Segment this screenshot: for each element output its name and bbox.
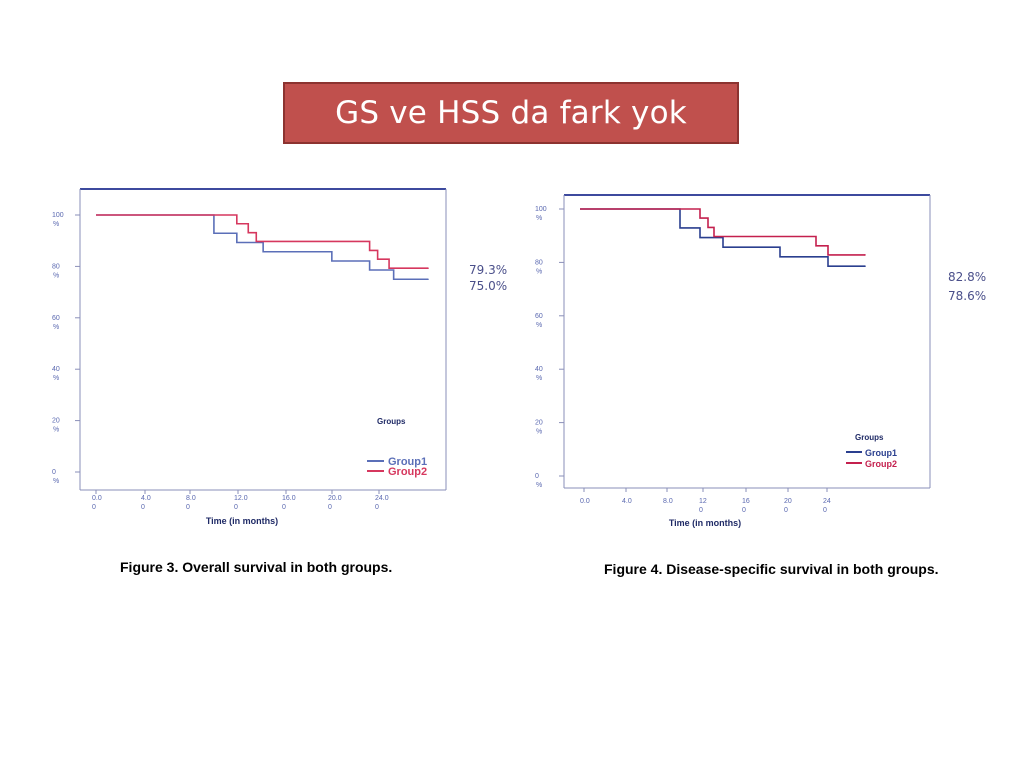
legend-title: Groups <box>377 417 406 426</box>
series-line-group1 <box>580 208 865 267</box>
x-tick-sublabel: 0 <box>742 507 746 514</box>
y-tick-label: 100 <box>535 206 547 213</box>
series-end-point-group1 <box>427 278 429 281</box>
x-tick-label: 8.0 <box>663 498 673 505</box>
y-tick-unit: % <box>53 375 59 382</box>
series-line-group2 <box>580 208 865 256</box>
fig4-annotation-group2: 82.8% <box>948 270 987 284</box>
fig3-annotation-group2: 79.3% <box>469 263 508 277</box>
series-end-point-group1 <box>864 265 866 267</box>
y-tick-label: 40 <box>535 366 543 373</box>
series-line-group1 <box>96 214 428 281</box>
x-tick-label: 0.0 <box>580 498 590 505</box>
x-tick-label: 20.0 <box>328 495 342 502</box>
x-tick-sublabel: 0 <box>375 504 379 511</box>
x-tick-sublabel: 0 <box>823 507 827 514</box>
y-tick-unit: % <box>536 322 542 329</box>
x-axis-label: Time (in months) <box>669 518 741 528</box>
y-tick-label: 0 <box>535 473 539 480</box>
x-tick-label: 8.0 <box>186 495 196 502</box>
legend-label-group1: Group1 <box>865 448 897 458</box>
legend-title: Groups <box>855 433 884 442</box>
x-tick-sublabel: 0 <box>141 504 145 511</box>
y-tick-unit: % <box>53 324 59 331</box>
y-tick-unit: % <box>536 429 542 436</box>
legend-label-group2: Group2 <box>388 466 427 478</box>
y-tick-label: 100 <box>52 212 64 219</box>
slide-title: GS ve HSS da fark yok <box>335 95 687 131</box>
y-tick-unit: % <box>536 215 542 222</box>
x-axis-label: Time (in months) <box>206 516 278 526</box>
fig4-caption: Figure 4. Disease-specific survival in b… <box>604 561 939 577</box>
x-tick-sublabel: 0 <box>784 507 788 514</box>
fig3-caption: Figure 3. Overall survival in both group… <box>120 559 393 575</box>
x-tick-label: 16.0 <box>282 495 296 502</box>
x-tick-label: 4.0 <box>141 495 151 502</box>
x-tick-label: 4.0 <box>622 498 632 505</box>
x-tick-label: 24 <box>823 498 831 505</box>
y-tick-unit: % <box>53 221 59 228</box>
x-tick-sublabel: 0 <box>234 504 238 511</box>
x-tick-sublabel: 0 <box>699 507 703 514</box>
series-end-point-group2 <box>864 254 866 256</box>
x-tick-label: 24.0 <box>375 495 389 502</box>
y-tick-label: 40 <box>52 366 60 373</box>
x-tick-label: 20 <box>784 498 792 505</box>
x-tick-sublabel: 0 <box>282 504 286 511</box>
slide-title-box: GS ve HSS da fark yok <box>283 82 739 144</box>
x-tick-label: 12.0 <box>234 495 248 502</box>
legend-label-group2: Group2 <box>865 459 897 469</box>
y-tick-label: 20 <box>535 420 543 427</box>
y-tick-unit: % <box>536 268 542 275</box>
x-tick-label: 0.0 <box>92 495 102 502</box>
fig4-annotation-group1: 78.6% <box>948 289 987 303</box>
x-tick-sublabel: 0 <box>92 504 96 511</box>
series-end-point-group2 <box>427 267 429 269</box>
y-tick-label: 60 <box>52 315 60 322</box>
y-tick-unit: % <box>53 272 59 279</box>
x-tick-label: 12 <box>699 498 707 505</box>
legend-label-group1: Group1 <box>388 456 427 468</box>
y-tick-label: 0 <box>52 469 56 476</box>
y-tick-unit: % <box>53 478 59 485</box>
y-tick-unit: % <box>536 482 542 489</box>
fig3-annotation-group1: 75.0% <box>469 279 508 293</box>
x-tick-sublabel: 0 <box>186 504 190 511</box>
series-line-group2 <box>96 214 428 269</box>
y-tick-unit: % <box>53 427 59 434</box>
x-tick-label: 16 <box>742 498 750 505</box>
y-tick-label: 60 <box>535 313 543 320</box>
y-tick-label: 80 <box>535 259 543 266</box>
y-tick-label: 80 <box>52 263 60 270</box>
x-tick-sublabel: 0 <box>328 504 332 511</box>
y-tick-unit: % <box>536 375 542 382</box>
y-tick-label: 20 <box>52 418 60 425</box>
